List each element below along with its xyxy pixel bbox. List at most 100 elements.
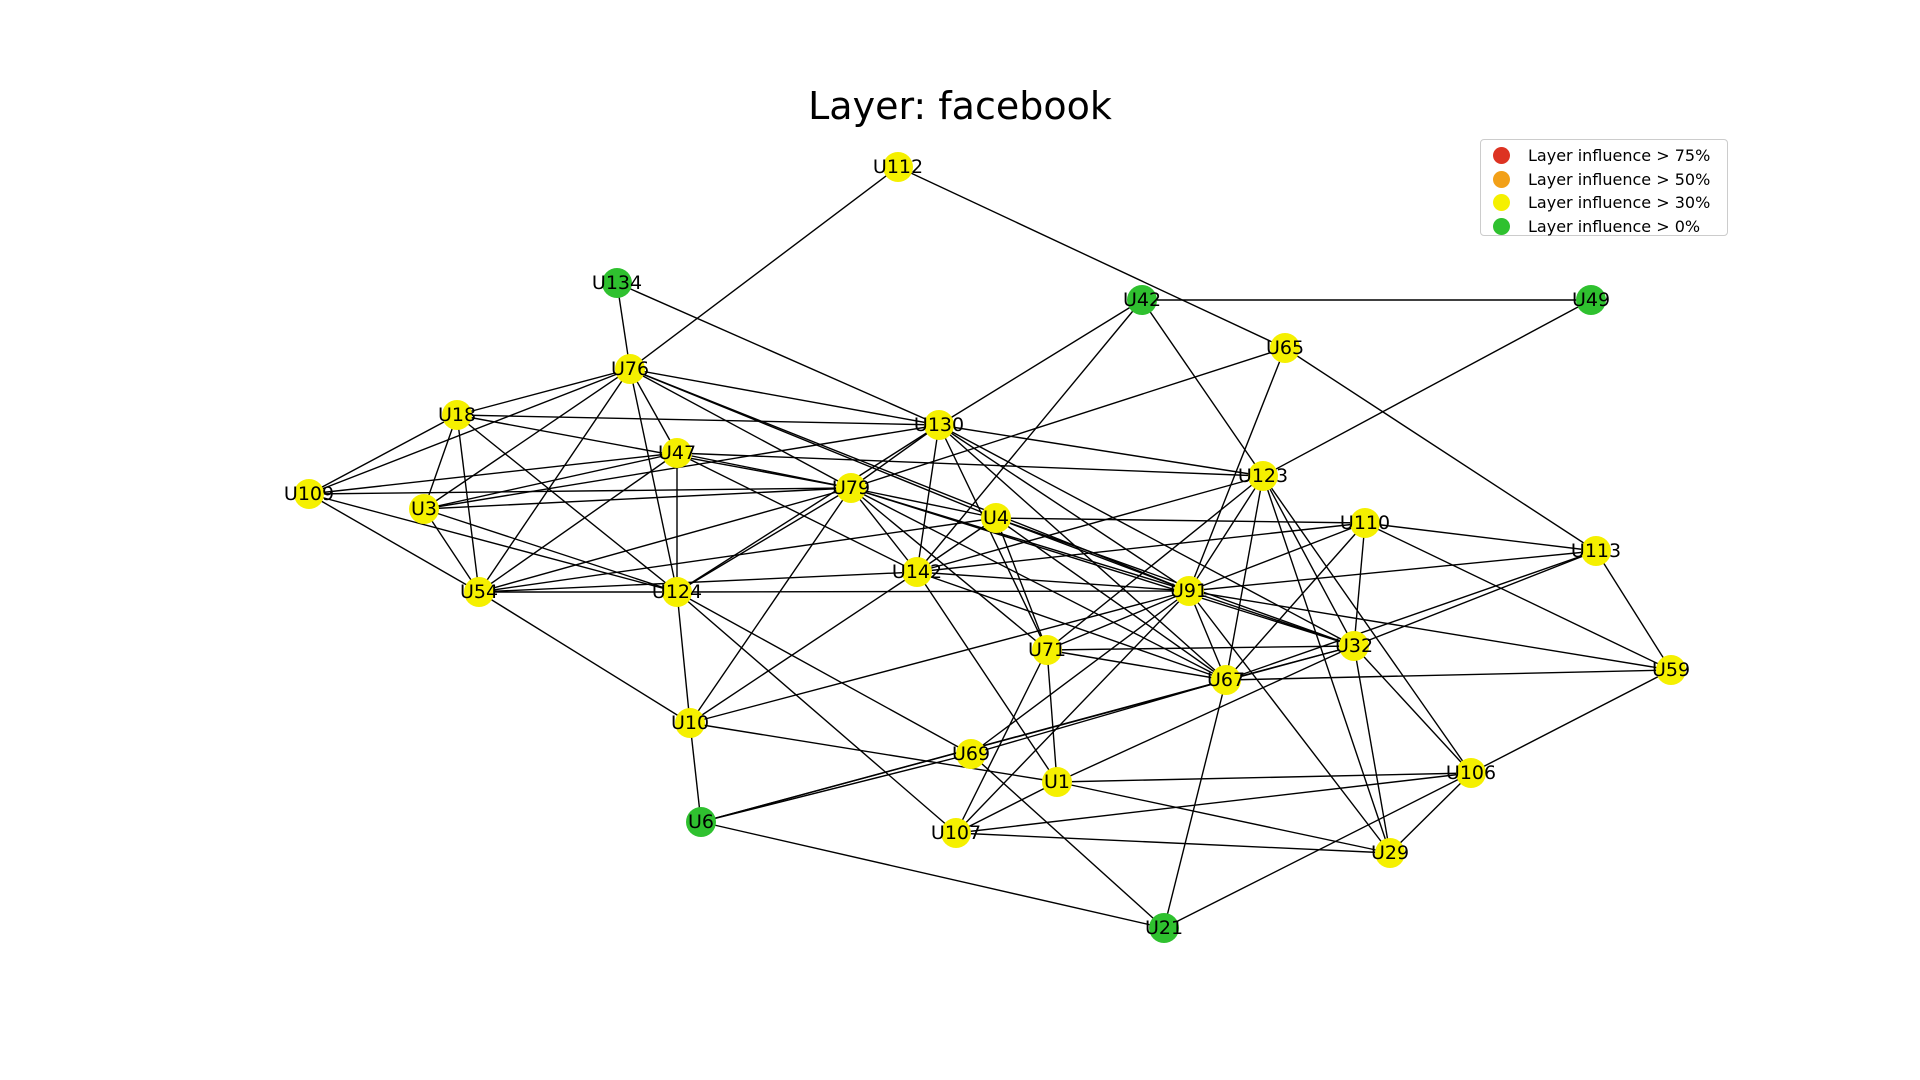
node-u6[interactable]: U6 [686, 807, 716, 837]
edge-u4-u110 [995, 517, 1366, 524]
node-u107[interactable]: U107 [931, 818, 981, 848]
node-u10[interactable]: U10 [671, 708, 709, 738]
node-u69[interactable]: U69 [952, 739, 990, 769]
node-u106[interactable]: U106 [1446, 758, 1496, 788]
node-marker [464, 577, 494, 607]
node-u134[interactable]: U134 [592, 268, 642, 298]
node-u79[interactable]: U79 [832, 473, 870, 503]
node-u110[interactable]: U110 [1340, 508, 1390, 538]
node-u18[interactable]: U18 [438, 400, 476, 430]
node-u21[interactable]: U21 [1145, 913, 1183, 943]
edge-u76-u79 [629, 368, 852, 489]
node-u49[interactable]: U49 [1572, 285, 1610, 315]
legend-label-0: Layer influence > 0% [1528, 216, 1701, 236]
node-u32[interactable]: U32 [1335, 631, 1373, 661]
node-label: U54 [460, 581, 498, 603]
node-label: U59 [1652, 659, 1690, 681]
node-label: U6 [688, 811, 714, 833]
edge-u130-u79 [850, 424, 940, 489]
node-u113[interactable]: U113 [1571, 536, 1621, 566]
edge-u76-u3 [423, 368, 631, 510]
edge-u123-u29 [1262, 475, 1391, 854]
node-u1[interactable]: U1 [1042, 767, 1072, 797]
edge-u123-u142 [916, 475, 1264, 573]
edge-u130-u71 [938, 424, 1048, 651]
node-u76[interactable]: U76 [611, 354, 649, 384]
edge-u109-u124 [308, 493, 678, 593]
node-label: U49 [1572, 289, 1610, 311]
node-label: U71 [1028, 639, 1066, 661]
edge-u113-u67 [1225, 550, 1597, 681]
edge-layer [308, 166, 1672, 929]
edge-u123-u32 [1262, 475, 1355, 647]
edge-u91-u10 [689, 590, 1190, 724]
node-label: U76 [611, 358, 649, 380]
edge-u6-u21 [700, 821, 1165, 929]
node-marker [409, 494, 439, 524]
edge-u32-u1 [1056, 645, 1355, 783]
edge-u106-u21 [1163, 772, 1472, 929]
edge-u79-u54 [478, 487, 852, 593]
node-u47[interactable]: U47 [658, 438, 696, 468]
node-u124[interactable]: U124 [652, 577, 702, 607]
edge-u109-u54 [308, 493, 480, 593]
node-u67[interactable]: U67 [1207, 665, 1245, 695]
edge-u32-u71 [1046, 645, 1355, 651]
node-label: U3 [411, 498, 437, 520]
node-label: U112 [873, 156, 923, 178]
edge-u1-u29 [1056, 781, 1391, 854]
edge-u123-u91 [1188, 475, 1264, 592]
edge-u112-u76 [629, 166, 899, 370]
node-u65[interactable]: U65 [1266, 333, 1304, 363]
edge-u123-u71 [1046, 475, 1264, 651]
edge-u106-u107 [955, 772, 1472, 834]
node-marker [615, 354, 645, 384]
node-u91[interactable]: U91 [1170, 576, 1208, 606]
edge-u79-u124 [676, 487, 852, 593]
node-u123[interactable]: U123 [1238, 461, 1288, 491]
node-marker [1127, 285, 1157, 315]
edge-u79-u10 [689, 487, 852, 724]
node-u112[interactable]: U112 [873, 152, 923, 182]
node-u142[interactable]: U142 [892, 557, 942, 587]
node-marker [1248, 461, 1278, 491]
edge-u110-u59 [1364, 522, 1672, 671]
node-label: U130 [914, 414, 964, 436]
node-u42[interactable]: U42 [1123, 285, 1161, 315]
node-label: U109 [284, 483, 334, 505]
node-u109[interactable]: U109 [284, 479, 334, 509]
legend: Layer influence > 75% Layer influence > … [1480, 139, 1728, 236]
legend-marker-75 [1493, 147, 1510, 165]
node-u71[interactable]: U71 [1028, 635, 1066, 665]
node-layer: U112 U134 U42 U49 U65 U76 U18 U130 U47 U123 U109 U3… [284, 152, 1690, 943]
edge-u47-u142 [676, 452, 918, 573]
edge-u47-u79 [676, 452, 852, 489]
node-u29[interactable]: U29 [1371, 838, 1409, 868]
edge-u71-u67 [1046, 649, 1227, 681]
edge-u109-u79 [308, 487, 852, 495]
node-label: U106 [1446, 762, 1496, 784]
node-marker [883, 152, 913, 182]
edge-u91-u59 [1188, 590, 1672, 671]
node-marker [1576, 285, 1606, 315]
node-u54[interactable]: U54 [460, 577, 498, 607]
node-u59[interactable]: U59 [1652, 655, 1690, 685]
edge-u142-u10 [689, 571, 918, 724]
node-marker [294, 479, 324, 509]
edge-u18-u79 [456, 414, 852, 489]
node-u4[interactable]: U4 [981, 503, 1011, 533]
edge-u76-u124 [629, 368, 678, 593]
node-marker [1042, 767, 1072, 797]
edge-u130-u67 [938, 424, 1227, 681]
edge-u47-u3 [423, 452, 678, 510]
node-marker [1375, 838, 1405, 868]
node-marker [675, 708, 705, 738]
node-label: U107 [931, 822, 981, 844]
node-u130[interactable]: U130 [914, 410, 964, 440]
edge-u130-u32 [938, 424, 1355, 647]
edge-u91-u32 [1188, 590, 1355, 647]
edge-u142-u91 [916, 571, 1190, 592]
node-u3[interactable]: U3 [409, 494, 439, 524]
edge-u49-u123 [1262, 299, 1592, 477]
